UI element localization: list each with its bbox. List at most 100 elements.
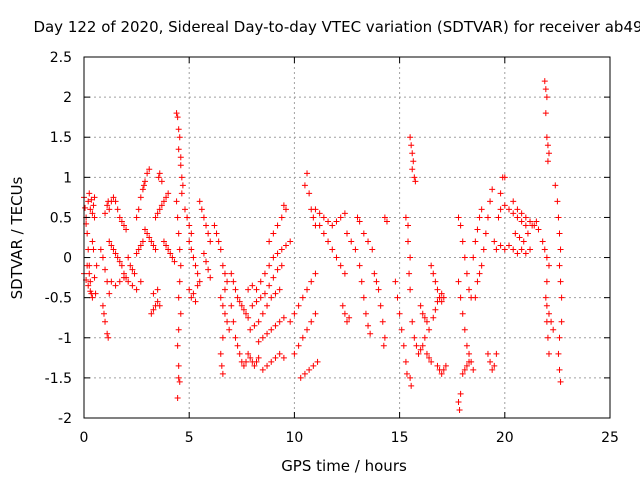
data-point xyxy=(135,206,142,213)
data-point xyxy=(179,182,186,189)
data-point xyxy=(423,318,430,325)
data-point xyxy=(413,342,420,349)
data-point xyxy=(348,238,355,245)
data-point xyxy=(346,314,353,321)
data-point xyxy=(198,206,205,213)
data-point xyxy=(178,174,185,181)
data-point xyxy=(188,230,195,237)
data-point xyxy=(512,230,519,237)
data-point xyxy=(476,214,483,221)
data-point xyxy=(219,370,226,377)
data-point xyxy=(156,302,163,309)
data-point xyxy=(102,210,109,217)
data-point xyxy=(544,142,551,149)
data-point xyxy=(282,242,289,249)
data-point xyxy=(255,354,262,361)
data-point xyxy=(381,334,388,341)
data-point xyxy=(339,302,346,309)
data-point xyxy=(455,278,462,285)
data-point xyxy=(251,322,258,329)
data-point xyxy=(259,366,266,373)
data-point xyxy=(543,134,550,141)
data-point xyxy=(175,146,182,153)
x-tick-label: 10 xyxy=(285,430,303,446)
data-point xyxy=(408,142,415,149)
data-point xyxy=(421,334,428,341)
data-point xyxy=(369,246,376,253)
data-point xyxy=(557,278,564,285)
data-point xyxy=(497,242,504,249)
data-points xyxy=(81,78,565,413)
data-point xyxy=(86,270,93,277)
data-point xyxy=(175,326,182,333)
data-point xyxy=(175,362,182,369)
data-point xyxy=(408,382,415,389)
data-point xyxy=(459,310,466,317)
data-point xyxy=(304,326,311,333)
data-point xyxy=(92,290,99,297)
data-point xyxy=(417,346,424,353)
data-point xyxy=(261,270,268,277)
data-point xyxy=(410,158,417,165)
data-point xyxy=(461,366,468,373)
data-point xyxy=(188,294,195,301)
x-tick-label: 5 xyxy=(185,430,194,446)
data-point xyxy=(380,342,387,349)
data-point xyxy=(106,238,113,245)
data-point xyxy=(150,242,157,249)
data-point xyxy=(108,278,115,285)
data-point xyxy=(278,214,285,221)
data-point xyxy=(545,150,552,157)
data-point xyxy=(362,310,369,317)
data-point xyxy=(137,242,144,249)
data-point xyxy=(139,238,146,245)
data-point xyxy=(459,238,466,245)
data-point xyxy=(259,310,266,317)
data-point xyxy=(272,290,279,297)
data-point xyxy=(489,366,496,373)
data-point xyxy=(337,214,344,221)
data-point xyxy=(176,246,183,253)
data-point xyxy=(270,274,277,281)
data-point xyxy=(344,230,350,237)
data-point xyxy=(487,358,494,365)
data-point xyxy=(196,278,203,285)
data-point xyxy=(556,262,563,269)
data-point xyxy=(144,230,151,237)
data-point xyxy=(541,246,548,253)
data-point xyxy=(312,270,319,277)
data-point xyxy=(472,294,479,301)
data-point xyxy=(295,302,302,309)
data-point xyxy=(152,214,159,221)
y-axis-label: SDTVAR / TECUs xyxy=(8,176,26,299)
data-point xyxy=(108,242,115,249)
data-point xyxy=(480,246,487,253)
data-point xyxy=(148,238,155,245)
data-point xyxy=(203,222,210,229)
data-point xyxy=(514,206,521,213)
data-point xyxy=(87,288,94,295)
data-point xyxy=(432,306,439,313)
data-point xyxy=(392,278,399,285)
data-point xyxy=(89,294,96,301)
data-point xyxy=(428,358,435,365)
data-point xyxy=(97,246,104,253)
data-point xyxy=(163,194,170,201)
data-point xyxy=(88,196,95,203)
data-point xyxy=(278,262,285,269)
data-point xyxy=(255,318,262,325)
data-point xyxy=(243,310,250,317)
data-point xyxy=(543,302,550,309)
data-point xyxy=(459,370,466,377)
data-point xyxy=(325,218,332,225)
data-point xyxy=(489,186,496,193)
data-point xyxy=(154,210,161,217)
data-point xyxy=(274,250,281,257)
data-point xyxy=(102,266,109,273)
data-point xyxy=(554,198,561,205)
data-point xyxy=(558,294,565,301)
data-point xyxy=(463,362,470,369)
data-point xyxy=(381,214,388,221)
data-point xyxy=(160,198,167,205)
data-point xyxy=(476,270,483,277)
